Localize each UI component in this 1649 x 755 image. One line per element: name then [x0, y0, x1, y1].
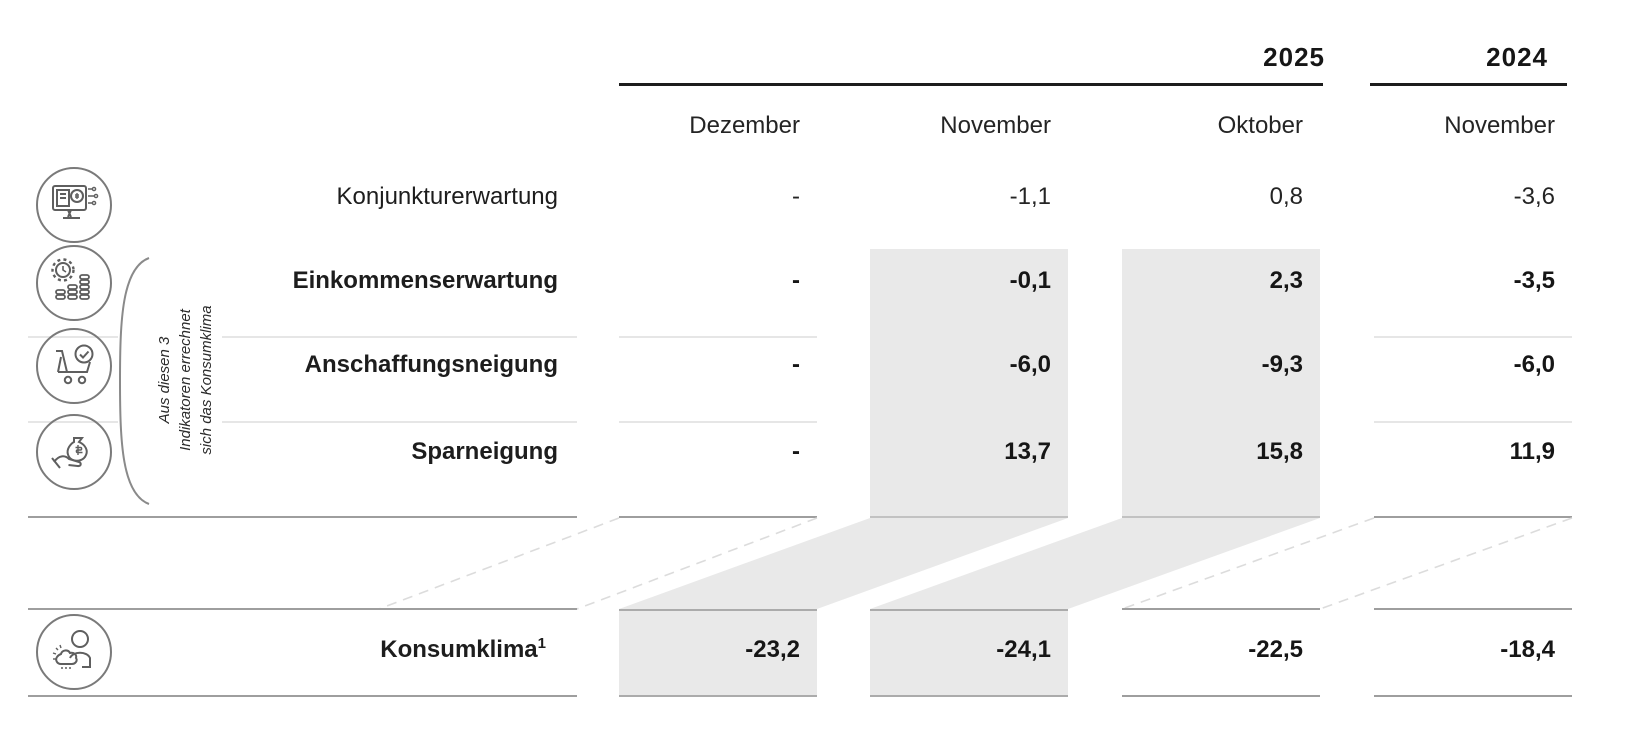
value-cell: -1,1: [1009, 183, 1051, 210]
column-header-dezember: Dezember: [689, 112, 800, 139]
value-cell: -3,5: [1513, 267, 1555, 294]
summary-row-top-border: [1374, 608, 1572, 610]
value-cell: -: [792, 267, 800, 294]
separator-line-dark: [28, 516, 577, 518]
summary-row-bottom-border: [28, 695, 577, 697]
separator-line: [222, 336, 577, 338]
separator-line: [619, 336, 817, 338]
value-cell: -0,1: [1009, 267, 1051, 294]
consumer-climate-icon: [34, 612, 114, 692]
row-label-konjunkturerwartung: Konjunkturerwartung: [336, 183, 558, 210]
summary-row-top-border: [28, 608, 577, 610]
year-group-2024: 2024: [1486, 42, 1548, 72]
value-cell: -9,3: [1261, 351, 1303, 378]
economy-expectation-icon: [34, 165, 114, 245]
saving-propensity-icon: [34, 412, 114, 492]
separator-line: [28, 421, 118, 423]
summary-row-bottom-border: [1122, 695, 1320, 697]
separator-line: [222, 421, 577, 423]
purchase-propensity-icon: [34, 326, 114, 406]
column-header-november: November: [940, 112, 1051, 139]
row-label-konsumklima: Konsumklima1: [158, 636, 546, 664]
income-expectation-icon: [34, 243, 114, 323]
separator-line: [619, 421, 817, 423]
value-cell: -: [792, 438, 800, 465]
separator-line: [1374, 336, 1572, 338]
summary-row-top-border: [1122, 608, 1320, 610]
value-cell: 2,3: [1269, 267, 1303, 294]
highlight-column-oktober: [1122, 249, 1320, 518]
highlight-column-november: [870, 249, 1068, 518]
summary-highlight-cell-november: [870, 609, 1068, 697]
separator-line: [1374, 421, 1572, 423]
value-cell: -3,6: [1513, 183, 1555, 210]
value-cell: -18,4: [1500, 636, 1555, 663]
value-cell: -6,0: [1009, 351, 1051, 378]
header-rule-2024: [1370, 83, 1567, 86]
header-rule-2025: [619, 83, 1323, 86]
value-cell: -: [792, 183, 800, 210]
brace-shape: [118, 257, 150, 505]
row-label-einkommenserwartung: Einkommenserwartung: [292, 267, 558, 294]
dashed-connector-lines: [378, 517, 1573, 610]
value-cell: 15,8: [1256, 438, 1303, 465]
separator-line-dark: [619, 516, 817, 518]
column-header-november-2024: November: [1444, 112, 1555, 139]
value-cell: 0,8: [1269, 183, 1303, 210]
separator-line: [28, 336, 118, 338]
konsumklima-label-text: Konsumklima: [380, 636, 538, 663]
value-cell: 13,7: [1004, 438, 1051, 465]
column-header-oktober: Oktober: [1217, 112, 1303, 139]
row-label-sparneigung: Sparneigung: [411, 438, 558, 465]
summary-highlight-cell-dezember: [619, 609, 817, 697]
value-cell: -23,2: [745, 636, 800, 663]
year-group-2025: 2025: [1263, 42, 1325, 72]
value-cell: -24,1: [996, 636, 1051, 663]
value-cell: -6,0: [1513, 351, 1555, 378]
solid-connector-november-to-dezember: [619, 518, 1068, 609]
footnote-marker: 1: [537, 635, 546, 652]
summary-row-bottom-border: [1374, 695, 1572, 697]
value-cell: -: [792, 351, 800, 378]
value-cell: 11,9: [1509, 438, 1555, 465]
separator-line-dark: [1374, 516, 1572, 518]
row-label-anschaffungsneigung: Anschaffungsneigung: [304, 351, 558, 378]
solid-connector-oktober-to-november: [870, 518, 1320, 609]
value-cell: -22,5: [1248, 636, 1303, 663]
